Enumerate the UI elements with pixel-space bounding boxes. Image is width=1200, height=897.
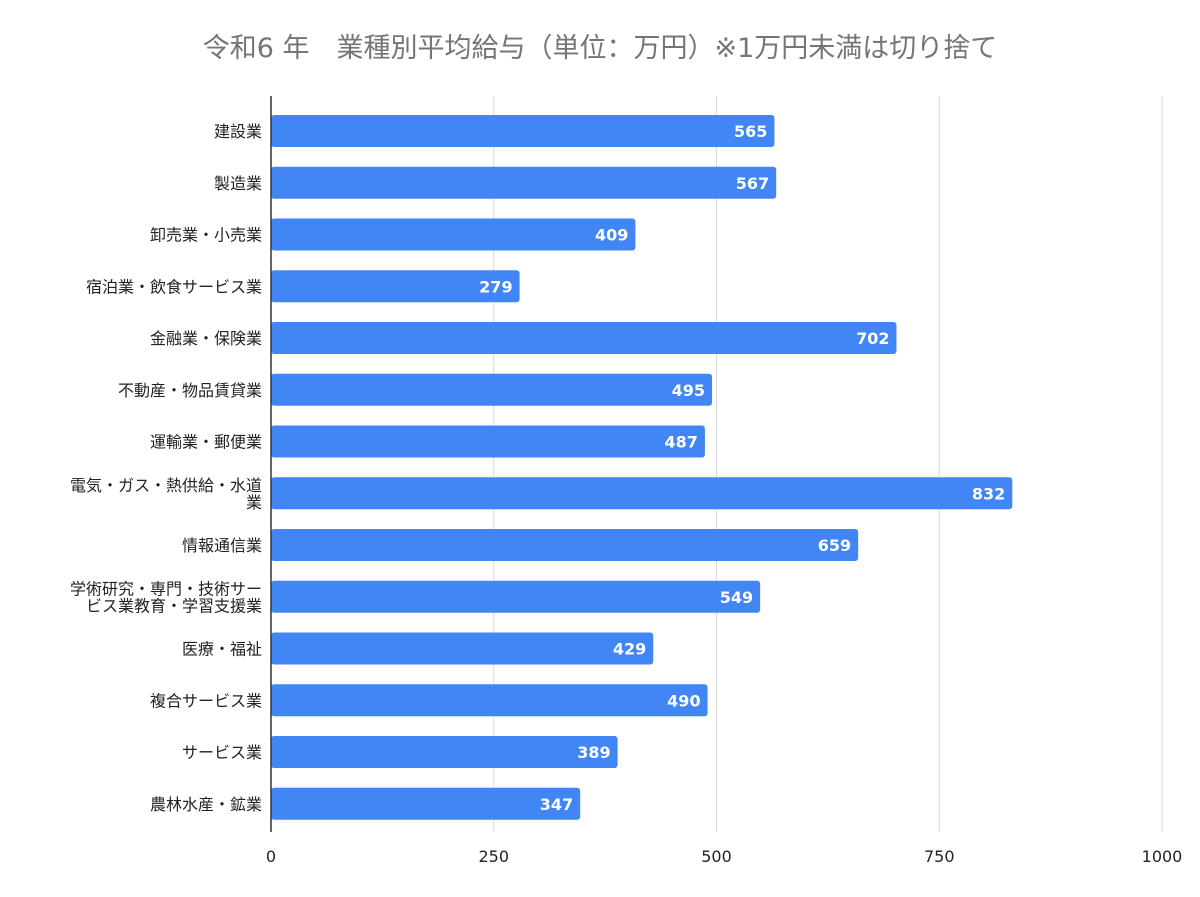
category-label-11: 複合サービス業	[150, 691, 262, 710]
x-tick-label-250: 250	[478, 847, 509, 866]
bar-10	[271, 632, 654, 665]
x-tick-label-500: 500	[701, 847, 732, 866]
category-label-3: 宿泊業・飲食サービス業	[86, 277, 262, 296]
data-label-5: 495	[672, 381, 705, 400]
bar-9	[271, 580, 761, 613]
data-label-10: 429	[613, 640, 646, 659]
category-label-12: サービス業	[182, 743, 262, 762]
category-label-line: 運輸業・郵便業	[150, 433, 262, 452]
category-label-line: 情報通信業	[182, 536, 262, 555]
category-label-6: 運輸業・郵便業	[150, 433, 262, 452]
bar-1	[271, 166, 777, 199]
data-label-13: 347	[540, 795, 573, 814]
bar-7	[271, 477, 1013, 510]
bar-2	[271, 218, 636, 251]
category-label-line: 農林水産・鉱業	[150, 795, 262, 814]
category-label-line: サービス業	[182, 743, 262, 762]
data-label-3: 279	[479, 277, 512, 296]
category-label-10: 医療・福祉	[182, 640, 262, 659]
category-label-8: 情報通信業	[182, 536, 262, 555]
data-label-0: 565	[734, 122, 767, 141]
bar-5	[271, 373, 713, 406]
x-tick-label-0: 0	[266, 847, 276, 866]
category-label-line: 建設業	[214, 122, 262, 141]
category-label-5: 不動産・物品賃貸業	[118, 381, 262, 400]
category-label-1: 製造業	[214, 174, 262, 193]
category-label-line: 宿泊業・飲食サービス業	[86, 277, 262, 296]
data-label-11: 490	[667, 691, 700, 710]
data-label-9: 549	[720, 588, 753, 607]
bar-0	[271, 115, 775, 147]
data-label-4: 702	[856, 329, 889, 348]
category-label-4: 金融業・保険業	[150, 329, 262, 348]
category-label-line: 医療・福祉	[182, 640, 262, 659]
bar-13	[271, 787, 581, 820]
bar-3	[271, 270, 520, 303]
category-label-2: 卸売業・小売業	[150, 226, 262, 245]
data-label-8: 659	[818, 536, 851, 555]
data-label-12: 389	[577, 743, 610, 762]
bar-11	[271, 684, 708, 717]
category-label-0: 建設業	[214, 122, 262, 141]
data-label-1: 567	[736, 174, 769, 193]
category-label-line: ビス業教育・学習支援業	[86, 596, 262, 615]
bar-4	[271, 322, 897, 354]
x-tick-label-1000: 1000	[1142, 847, 1183, 866]
bar-8	[271, 529, 859, 561]
chart-title: 令和6 年 業種別平均給与（単位：万円）※1万円未満は切り捨て	[202, 33, 998, 64]
data-label-2: 409	[595, 226, 628, 245]
x-tick-label-750: 750	[924, 847, 955, 866]
category-label-line: 電気・ガス・熱供給・水道	[70, 476, 262, 495]
labels: 0 250 500 750 1000 565 建設業 567 製造業 409 卸売業・小売業 279 宿…	[70, 122, 1182, 866]
bar-6	[271, 425, 705, 458]
category-label-line: 不動産・物品賃貸業	[118, 381, 262, 400]
category-label-line: 製造業	[214, 174, 262, 193]
bar-12	[271, 736, 618, 768]
category-label-line: 複合サービス業	[150, 691, 262, 710]
data-label-7: 832	[972, 484, 1005, 503]
gridlines	[493, 96, 1163, 832]
category-label-line: 業	[246, 493, 262, 512]
category-label-line: 学術研究・専門・技術サー	[70, 579, 262, 598]
category-label-13: 農林水産・鉱業	[150, 795, 262, 814]
category-label-7: 電気・ガス・熱供給・水道業	[70, 476, 262, 512]
category-label-line: 金融業・保険業	[150, 329, 262, 348]
category-label-line: 卸売業・小売業	[150, 226, 262, 245]
category-label-9: 学術研究・専門・技術サービス業教育・学習支援業	[70, 579, 262, 615]
data-label-6: 487	[665, 433, 698, 452]
bars	[271, 115, 1013, 820]
